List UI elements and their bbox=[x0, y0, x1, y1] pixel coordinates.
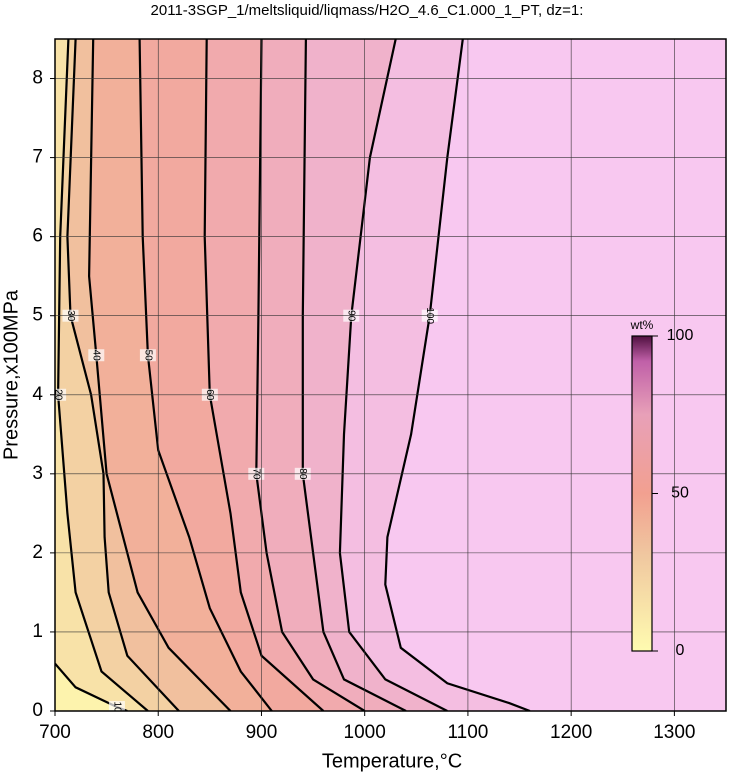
y-axis-label: Pressure,x100MPa bbox=[0, 289, 22, 460]
contour-label: 50 bbox=[142, 350, 153, 362]
y-tick-label: 3 bbox=[32, 463, 43, 484]
contour-label-bg bbox=[139, 349, 156, 362]
x-tick-label: 900 bbox=[246, 722, 278, 743]
colorbar bbox=[631, 335, 653, 652]
contour-label-bg bbox=[88, 349, 105, 362]
chart-title: 2011-3SGP_1/meltsliquid/liqmass/H2O_4.6_… bbox=[151, 2, 584, 19]
contour-label: 10 bbox=[111, 701, 122, 713]
y-tick-label: 1 bbox=[32, 621, 43, 642]
y-tick-label: 4 bbox=[32, 384, 43, 405]
contour-fill bbox=[55, 663, 128, 711]
contour-line bbox=[338, 39, 448, 711]
y-tick-label: 5 bbox=[32, 305, 43, 326]
x-tick-label: 700 bbox=[39, 722, 71, 743]
x-tick-label: 1100 bbox=[447, 722, 488, 743]
plot-frame bbox=[54, 38, 727, 712]
contour-label-bg bbox=[108, 701, 125, 711]
x-axis-label: Temperature,°C bbox=[322, 750, 462, 772]
contour-label: 40 bbox=[91, 350, 102, 362]
y-tick-label: 2 bbox=[32, 542, 43, 563]
contour-line bbox=[87, 39, 232, 711]
overlay: 700 800 900 1000 1100 1200 1300 0 1 2 3 4 5 6 7 8 wt% 0 50… bbox=[32, 38, 727, 743]
x-tick-label: 1000 bbox=[344, 722, 386, 743]
x-tick-label: 800 bbox=[142, 722, 174, 743]
colorbar-tick-label: 50 bbox=[671, 485, 689, 502]
colorbar-label: wt% bbox=[630, 318, 654, 332]
y-tick-label: 7 bbox=[32, 147, 43, 168]
colorbar-tick-label: 0 bbox=[676, 642, 685, 659]
x-tick-label: 1300 bbox=[653, 722, 695, 743]
x-tick-label: 1200 bbox=[550, 722, 592, 743]
y-tick-label: 8 bbox=[32, 68, 43, 89]
contour-fill bbox=[55, 39, 148, 711]
y-tick-label: 6 bbox=[32, 226, 43, 247]
contour-fill bbox=[55, 39, 179, 711]
y-tick-label: 0 bbox=[32, 700, 43, 721]
colorbar-tick-label: 100 bbox=[667, 327, 694, 344]
contour-line bbox=[138, 39, 273, 711]
